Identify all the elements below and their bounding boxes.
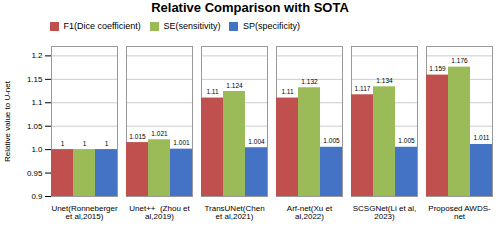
svg-text:Relative value to U-net: Relative value to U-net: [3, 80, 12, 162]
svg-text:1.117: 1.117: [355, 85, 371, 92]
html-text:Relative Comparison with SOTA: Relative Comparison with SOTA: [151, 0, 349, 15]
html-text:SP(specificity): SP(specificity): [242, 21, 300, 31]
svg-text:1.021: 1.021: [151, 130, 168, 137]
svg-text:1.005: 1.005: [398, 137, 415, 144]
svg-text:1.011: 1.011: [474, 134, 490, 141]
svg-text:1.11: 1.11: [281, 88, 294, 95]
svg-text:Proposed AWDS-net: Proposed AWDS-net: [428, 204, 491, 221]
svg-text:Unet(Ronnebergeret al,2015): Unet(Ronnebergeret al,2015): [51, 204, 118, 221]
html-text:F1(Dice coefficient): F1(Dice coefficient): [63, 21, 141, 31]
svg-text:1.132: 1.132: [301, 78, 318, 85]
svg-text:1.15: 1.15: [27, 75, 43, 84]
svg-text:1.159: 1.159: [429, 65, 446, 72]
svg-text:1.05: 1.05: [27, 122, 43, 131]
svg-text:1: 1: [105, 140, 109, 147]
svg-text:Arf-net(Xu etal,2022): Arf-net(Xu etal,2022): [287, 204, 333, 221]
svg-text:1.004: 1.004: [248, 138, 265, 145]
svg-text:1.124: 1.124: [226, 82, 243, 89]
svg-text:0.95: 0.95: [27, 169, 43, 178]
svg-text:1.2: 1.2: [31, 51, 43, 60]
svg-text:1: 1: [83, 140, 87, 147]
svg-text:1.001: 1.001: [173, 139, 190, 146]
svg-text:1.1: 1.1: [31, 98, 43, 107]
svg-text:SCSGNet(Li et al,2023): SCSGNet(Li et al,2023): [353, 204, 417, 221]
svg-text:Unet++ (Zhou etal,2019): Unet++ (Zhou etal,2019): [129, 204, 190, 221]
svg-text:1.015: 1.015: [129, 133, 146, 140]
svg-text:1.11: 1.11: [206, 88, 219, 95]
svg-text:1: 1: [61, 140, 65, 147]
svg-text:1.0: 1.0: [31, 145, 43, 154]
svg-text:1.176: 1.176: [451, 57, 468, 64]
svg-text:1.134: 1.134: [376, 77, 393, 84]
svg-text:0.9: 0.9: [31, 192, 43, 201]
html-text:SE(sensitivity): SE(sensitivity): [163, 21, 221, 31]
svg-text:TransUNet(Chenet al,2021): TransUNet(Chenet al,2021): [204, 204, 264, 221]
svg-text:1.005: 1.005: [323, 137, 340, 144]
